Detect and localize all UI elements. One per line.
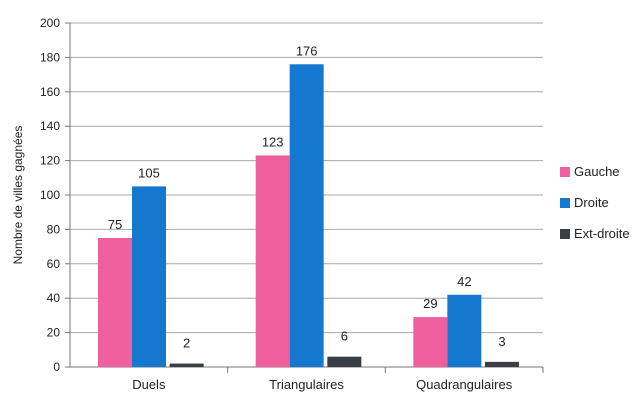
bar-gauche-duels [98,238,132,367]
bar-value-label: 75 [108,217,122,232]
legend-label: Ext-droite [574,226,630,241]
y-tick-label: 60 [47,257,61,271]
legend-swatch [560,198,570,208]
legend-label: Gauche [574,164,620,179]
bar-value-label: 2 [183,336,190,351]
bar-value-label: 42 [457,274,471,289]
bar-value-label: 176 [296,43,318,58]
y-tick-label: 140 [40,119,60,133]
y-tick-label: 80 [47,222,61,236]
y-tick-label: 0 [53,360,60,374]
bar-gauche-quadrangulaires [413,317,448,367]
bar-value-label: 29 [423,296,437,311]
y-tick-label: 20 [47,326,61,340]
x-category-label: Triangulaires [269,377,344,392]
tick-labels: 0 20 40 60 80 100 120 140 160 180 200 Duels Triangul… [40,16,513,392]
legend-swatch [560,167,570,177]
bars [98,64,519,367]
bar-gauche-triangulaires [255,155,290,367]
y-tick-label: 40 [47,291,61,305]
y-tick-label: 200 [40,16,60,30]
bar-value-label: 6 [341,329,348,344]
bar-value-label: 105 [138,165,160,180]
x-category-label: Duels [132,377,166,392]
x-category-label: Quadrangulaires [416,377,513,392]
bar-droite-duels [132,186,166,367]
bar-ext-droite-quadrangulaires [485,361,519,367]
y-tick-label: 120 [40,154,60,168]
bar-value-label: 123 [262,134,284,149]
legend: Gauche Droite Ext-droite [560,164,630,241]
bar-ext-droite-triangulaires [327,356,362,367]
legend-swatch [560,229,570,239]
y-tick-label: 160 [40,85,60,99]
bar-ext-droite-duels [169,363,204,367]
bar-droite-quadrangulaires [447,294,482,367]
y-axis-title: Nombre de villes gagnées [11,126,25,265]
legend-label: Droite [574,195,609,210]
data-labels: 75 105 2 123 176 6 29 42 3 [108,43,506,350]
bar-droite-triangulaires [289,64,324,367]
bar-value-label: 3 [498,334,505,349]
y-tick-label: 100 [40,188,60,202]
y-tick-label: 180 [40,50,60,64]
